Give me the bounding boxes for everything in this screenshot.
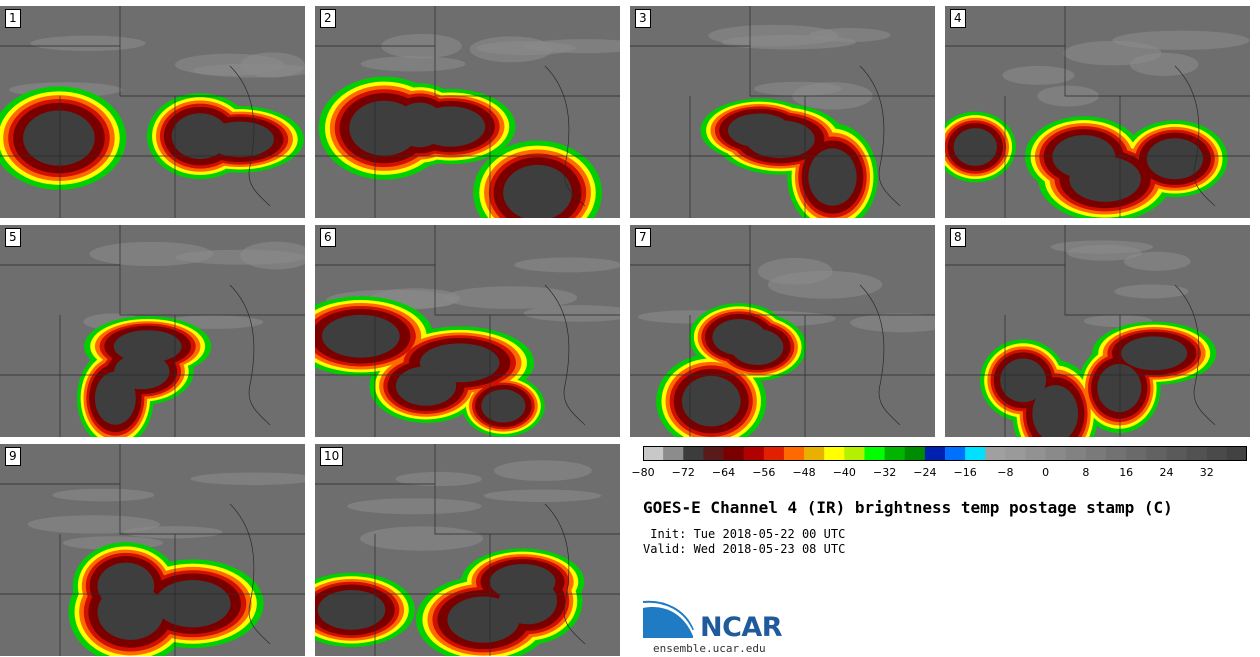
panel-label: 8	[950, 228, 966, 247]
ir-map	[630, 225, 935, 437]
ir-map	[315, 444, 620, 656]
colorbar-segment	[844, 446, 865, 461]
ir-map	[0, 444, 305, 656]
colorbar-segment	[683, 446, 704, 461]
ir-map	[315, 6, 620, 218]
colorbar-segment	[783, 446, 805, 461]
colorbar-tick-label: −40	[832, 466, 856, 479]
colorbar-segment	[824, 446, 845, 461]
colorbar-segment	[1166, 446, 1188, 461]
colorbar-segment	[1206, 446, 1228, 461]
colorbar-tick-label: 16	[1119, 466, 1134, 479]
colorbar-segment	[663, 446, 684, 461]
ncar-logo-icon	[643, 600, 694, 638]
website-url: ensemble.ucar.edu	[653, 642, 766, 655]
panel-6: 6	[315, 225, 620, 437]
colorbar-tick-label: −80	[631, 466, 655, 479]
colorbar-tick-label: −56	[752, 466, 776, 479]
panel-1: 1	[0, 6, 305, 218]
panel-2: 2	[315, 6, 620, 218]
panel-8: 8	[945, 225, 1250, 437]
colorbar-segment	[1126, 446, 1147, 461]
panel-9: 9	[0, 444, 305, 656]
panel-label: 7	[635, 228, 651, 247]
panel-label: 10	[320, 447, 344, 466]
colorbar-tick-label: 0	[1042, 466, 1050, 479]
ir-map	[945, 6, 1250, 218]
panel-label: 3	[635, 9, 651, 28]
ir-map	[0, 6, 305, 218]
colorbar-segment	[924, 446, 946, 461]
colorbar-tick-label: −32	[872, 466, 897, 479]
panel-label: 6	[320, 228, 336, 247]
colorbar-tick-label: −72	[671, 466, 695, 479]
colorbar-tick-label: −16	[953, 466, 977, 479]
colorbar-segment	[1005, 446, 1027, 461]
panel-label: 4	[950, 9, 966, 28]
valid-time: Valid: Wed 2018-05-23 08 UTC	[643, 542, 846, 556]
panel-label: 9	[5, 447, 21, 466]
panel-label: 2	[320, 9, 336, 28]
colorbar-segment	[723, 446, 745, 461]
colorbar-tick-label: −48	[792, 466, 816, 479]
panel-label: 1	[5, 9, 21, 28]
colorbar-segment	[1025, 446, 1047, 461]
colorbar-segment	[1186, 446, 1208, 461]
colorbar-segment	[985, 446, 1006, 461]
colorbar-segment	[1146, 446, 1167, 461]
colorbar-tick-label: 32	[1199, 466, 1214, 479]
colorbar-segment	[945, 446, 966, 461]
ir-map	[945, 225, 1250, 437]
colorbar-segment	[1085, 446, 1107, 461]
colorbar-segment	[904, 446, 926, 461]
colorbar-segment	[763, 446, 785, 461]
chart-title: GOES-E Channel 4 (IR) brightness temp po…	[643, 498, 1173, 517]
init-time: Init: Tue 2018-05-22 00 UTC	[643, 527, 846, 541]
colorbar-segment	[643, 446, 664, 461]
panel-3: 3	[630, 6, 935, 218]
colorbar-segment	[864, 446, 886, 461]
colorbar-segment	[884, 446, 906, 461]
colorbar-segment	[1226, 446, 1247, 461]
colorbar-tick-label: 24	[1159, 466, 1174, 479]
colorbar-tick-label: −64	[711, 466, 736, 479]
panel-10: 10	[315, 444, 620, 656]
ir-map	[315, 225, 620, 437]
colorbar-segment	[1106, 446, 1127, 461]
logo-text: NCAR	[700, 612, 783, 643]
colorbar-segment	[1065, 446, 1087, 461]
colorbar-tick-label: −8	[997, 466, 1014, 479]
panel-4: 4	[945, 6, 1250, 218]
colorbar-tick-label: −24	[913, 466, 937, 479]
colorbar-segment	[743, 446, 765, 461]
colorbar-tick-label: 8	[1082, 466, 1090, 479]
panel-5: 5	[0, 225, 305, 437]
panel-label: 5	[5, 228, 21, 247]
colorbar-segment	[1045, 446, 1067, 461]
ir-map	[630, 6, 935, 218]
colorbar-segment	[965, 446, 986, 461]
colorbar-segment	[804, 446, 825, 461]
panel-7: 7	[630, 225, 935, 437]
ir-map	[0, 225, 305, 437]
colorbar	[643, 446, 1247, 461]
colorbar-segment	[703, 446, 725, 461]
